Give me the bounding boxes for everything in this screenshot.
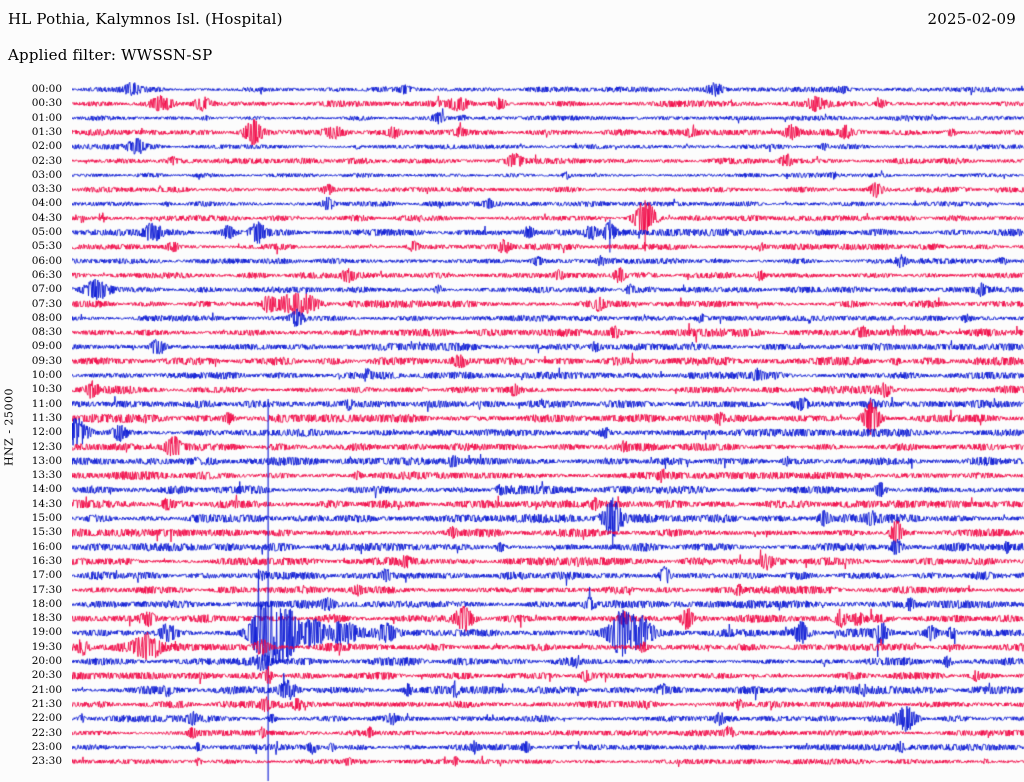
time-label: 21:00 xyxy=(31,683,62,696)
time-label: 09:00 xyxy=(31,340,62,353)
time-label: 23:30 xyxy=(31,755,62,768)
time-label: 07:30 xyxy=(31,297,62,310)
time-label: 17:30 xyxy=(31,583,62,596)
time-label: 08:30 xyxy=(31,326,62,339)
time-axis: 00:00 00:30 01:00 01:30 02:00 02:30 03:00 03:30… xyxy=(0,0,62,780)
time-label: 14:30 xyxy=(31,497,62,510)
time-label: 01:30 xyxy=(31,125,62,138)
time-label: 22:30 xyxy=(31,726,62,739)
time-label: 01:00 xyxy=(31,111,62,124)
time-label: 18:00 xyxy=(31,597,62,610)
time-label: 15:00 xyxy=(31,512,62,524)
time-label: 07:00 xyxy=(31,283,62,296)
time-label: 15:30 xyxy=(31,526,62,539)
time-label: 05:00 xyxy=(31,226,62,238)
time-label: 03:30 xyxy=(31,183,62,196)
time-label: 10:30 xyxy=(31,383,62,396)
time-label: 20:00 xyxy=(31,655,62,667)
time-label: 03:00 xyxy=(31,168,62,181)
filter-label: Applied filter: WWSSN-SP xyxy=(8,46,213,64)
time-label: 04:00 xyxy=(31,197,62,210)
time-label: 19:00 xyxy=(31,626,62,639)
time-label: 08:00 xyxy=(31,311,62,324)
time-label: 21:30 xyxy=(31,697,62,710)
time-label: 09:30 xyxy=(31,354,62,367)
time-label: 06:00 xyxy=(31,254,62,267)
time-label: 16:30 xyxy=(31,554,62,567)
time-label: 00:30 xyxy=(31,97,62,110)
time-label: 02:30 xyxy=(31,154,62,167)
time-label: 22:00 xyxy=(31,712,62,725)
time-label: 10:00 xyxy=(31,369,62,381)
time-label: 14:00 xyxy=(31,483,62,496)
time-label: 16:00 xyxy=(31,540,62,553)
time-label: 13:00 xyxy=(31,454,62,467)
time-label: 05:30 xyxy=(31,240,62,253)
time-label: 12:30 xyxy=(31,440,62,453)
time-label: 12:00 xyxy=(31,426,62,439)
time-label: 04:30 xyxy=(31,211,62,224)
time-label: 11:30 xyxy=(31,411,62,424)
station-title: HL Pothia, Kalymnos Isl. (Hospital) xyxy=(8,10,283,28)
time-label: 00:00 xyxy=(31,83,62,95)
time-label: 06:30 xyxy=(31,268,62,281)
time-label: 02:00 xyxy=(31,140,62,153)
time-label: 20:30 xyxy=(31,669,62,682)
time-label: 13:30 xyxy=(31,469,62,482)
record-date: 2025-02-09 xyxy=(927,10,1016,28)
time-label: 18:30 xyxy=(31,612,62,625)
helicorder-canvas xyxy=(72,82,1024,782)
time-label: 11:00 xyxy=(31,397,62,410)
time-label: 23:00 xyxy=(31,740,62,753)
time-label: 17:00 xyxy=(31,569,62,582)
time-label: 19:30 xyxy=(31,640,62,653)
